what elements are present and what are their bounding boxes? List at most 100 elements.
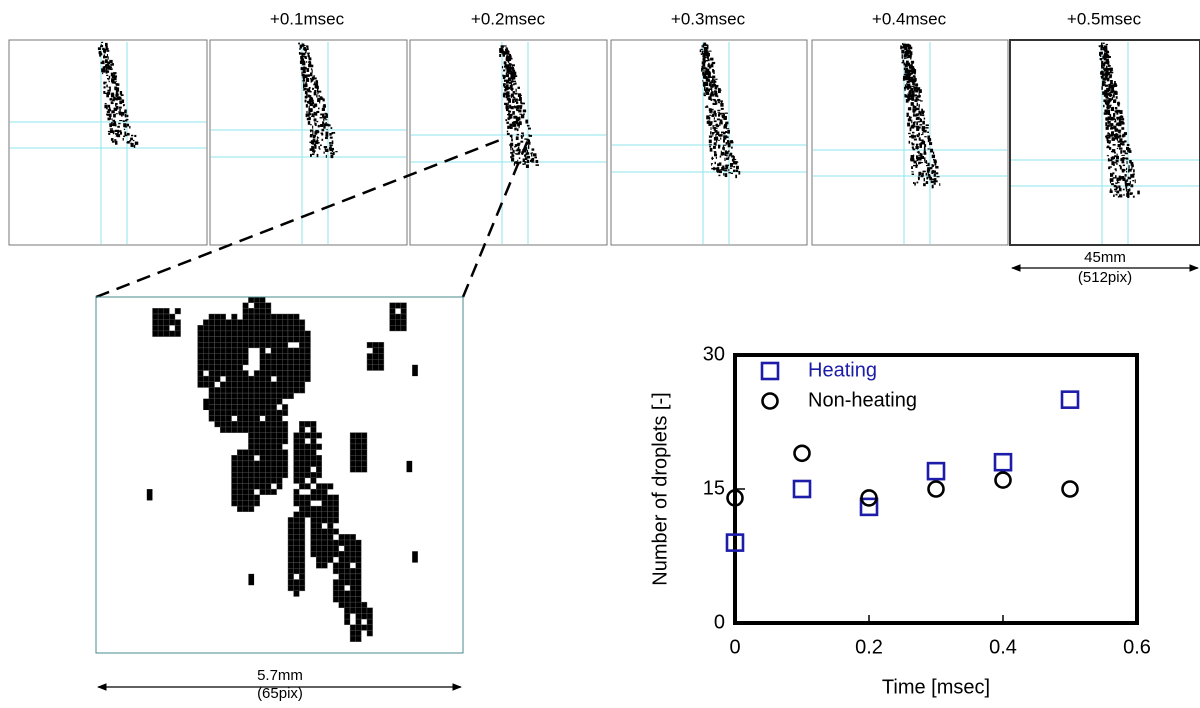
- pixel: [366, 613, 373, 620]
- droplet: [715, 139, 718, 143]
- droplet: [314, 144, 317, 149]
- droplet: [1122, 150, 1126, 153]
- droplet: [508, 95, 511, 97]
- droplet: [718, 169, 722, 171]
- droplet: [921, 108, 924, 112]
- droplet: [908, 132, 911, 135]
- droplet: [709, 145, 711, 148]
- droplet: [910, 134, 914, 138]
- droplet: [918, 156, 922, 161]
- pixel: [378, 347, 385, 354]
- droplet: [508, 72, 511, 75]
- pixel: [259, 455, 266, 462]
- pixel: [208, 381, 215, 388]
- pixel: [276, 432, 283, 439]
- droplet: [116, 129, 120, 132]
- pixel: [242, 375, 249, 383]
- droplet: [911, 166, 913, 170]
- droplet: [1124, 152, 1128, 155]
- droplet: [510, 144, 512, 148]
- pixel: [259, 302, 266, 309]
- droplet: [514, 99, 517, 103]
- droplet: [310, 134, 314, 136]
- pixel: [259, 313, 266, 320]
- droplet: [1116, 148, 1119, 150]
- droplet: [313, 114, 315, 118]
- droplet: [310, 72, 313, 77]
- pixel: [349, 466, 356, 473]
- droplet: [316, 153, 319, 158]
- droplet: [319, 96, 323, 99]
- droplet: [115, 84, 120, 86]
- droplet: [912, 121, 915, 125]
- pixel: [219, 336, 226, 343]
- droplet: [509, 144, 512, 146]
- droplet: [914, 100, 918, 102]
- droplet: [728, 169, 730, 172]
- droplet: [502, 93, 505, 97]
- droplet: [716, 131, 720, 135]
- pixel: [265, 319, 272, 326]
- droplet: [702, 70, 706, 72]
- droplet: [105, 60, 108, 63]
- droplet: [917, 176, 920, 180]
- droplet: [1117, 191, 1120, 194]
- pixel: [327, 539, 334, 546]
- droplet: [318, 146, 320, 149]
- pixel: [242, 319, 249, 326]
- droplet: [1110, 116, 1114, 121]
- pixel: [253, 466, 260, 473]
- droplet: [130, 142, 132, 145]
- droplet: [709, 88, 712, 91]
- droplet: [915, 107, 917, 112]
- droplet: [933, 151, 935, 155]
- pixel: [259, 342, 266, 349]
- droplet: [519, 105, 523, 108]
- droplet: [101, 68, 103, 73]
- droplet: [908, 64, 910, 66]
- pixel: [293, 517, 300, 524]
- droplet: [316, 136, 319, 139]
- droplet: [123, 128, 126, 130]
- droplet: [716, 167, 720, 172]
- pixel: [293, 330, 300, 337]
- droplet: [308, 87, 311, 89]
- pixel: [299, 556, 306, 563]
- droplet: [1103, 99, 1107, 103]
- droplet: [124, 109, 127, 114]
- pixel: [299, 568, 306, 575]
- droplet: [330, 127, 333, 129]
- droplet: [714, 100, 717, 105]
- droplet: [129, 140, 132, 142]
- pixel: [248, 432, 255, 439]
- droplet: [702, 62, 706, 67]
- pixel: [253, 308, 260, 315]
- pixel: [355, 443, 362, 450]
- droplet: [509, 55, 512, 60]
- droplet: [919, 118, 922, 122]
- pixel: [282, 342, 289, 349]
- droplet: [1126, 183, 1131, 186]
- droplet: [113, 76, 117, 80]
- pixel: [265, 449, 272, 456]
- pixel: [270, 415, 277, 422]
- droplet: [110, 93, 115, 98]
- droplet: [723, 144, 727, 146]
- droplet: [933, 180, 935, 183]
- pixel: [236, 375, 243, 383]
- pixel: [265, 432, 272, 439]
- droplet: [909, 95, 912, 98]
- droplet: [109, 68, 113, 71]
- droplet: [1106, 134, 1110, 137]
- pixel: [310, 477, 317, 484]
- pixel: [248, 415, 255, 422]
- data-point: [994, 471, 1012, 489]
- pixel: [389, 319, 396, 326]
- droplet: [506, 87, 509, 90]
- droplet: [1126, 143, 1130, 147]
- pixel: [287, 359, 294, 366]
- droplet: [1107, 56, 1111, 58]
- droplet: [907, 95, 910, 100]
- droplet: [713, 145, 716, 149]
